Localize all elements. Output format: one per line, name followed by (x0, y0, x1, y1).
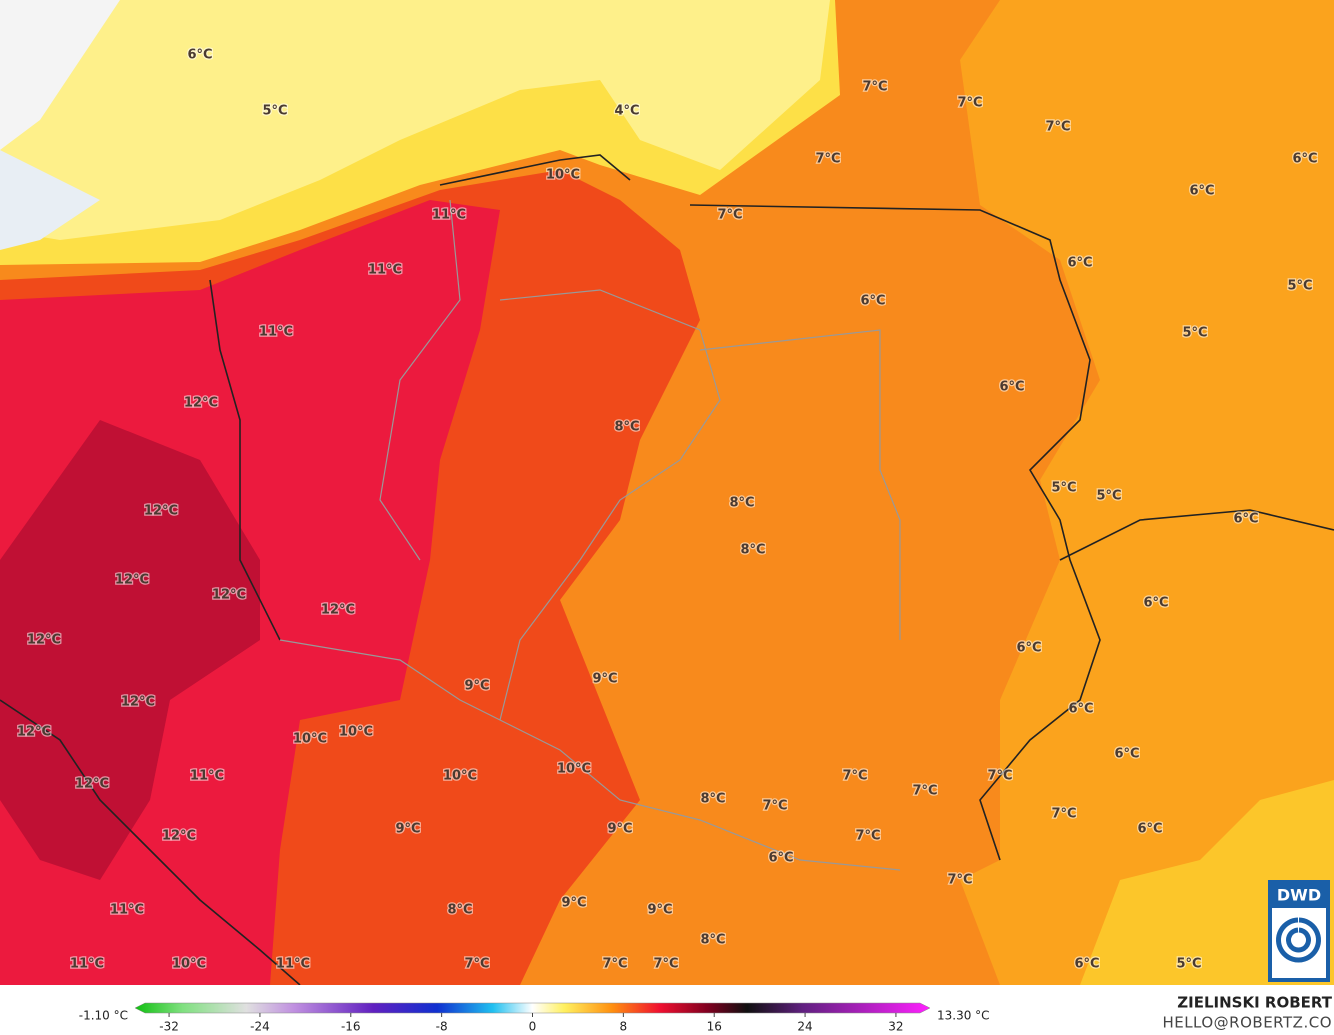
regions (279, 199, 901, 871)
temperature-label: 6°C (1068, 702, 1093, 717)
temperature-label: 12°C (27, 633, 61, 648)
temperature-label: 7°C (862, 80, 887, 95)
temperature-label: 6°C (1137, 822, 1162, 837)
colorbar-min: -1.10 °C (79, 1009, 128, 1023)
temperature-label: 11°C (259, 325, 293, 340)
temperature-label: 6°C (1114, 747, 1139, 762)
temperature-label: 12°C (212, 588, 246, 603)
temperature-label: 9°C (592, 672, 617, 687)
colorbar-tick-label: -8 (436, 1020, 448, 1034)
temperature-label: 8°C (447, 903, 472, 918)
temperature-label: 5°C (1176, 957, 1201, 972)
temperature-label: 9°C (561, 896, 586, 911)
colorbar-tick-label: -24 (250, 1020, 270, 1034)
temperature-label: 6°C (187, 48, 212, 63)
temperature-label: 10°C (293, 732, 327, 747)
temperature-label: 7°C (947, 873, 972, 888)
colorbar-tick-label: 32 (888, 1020, 903, 1034)
temperature-label: 5°C (262, 104, 287, 119)
temperature-label: 5°C (1287, 279, 1312, 294)
temperature-label: 8°C (729, 496, 754, 511)
colorbar-tick-label: 8 (620, 1020, 628, 1034)
temperature-label: 7°C (987, 769, 1012, 784)
temperature-label: 6°C (1016, 641, 1041, 656)
temperature-label: 11°C (432, 208, 466, 223)
temperature-label: 12°C (144, 504, 178, 519)
colorbar-tick-label: 16 (707, 1020, 722, 1034)
temperature-label: 8°C (700, 933, 725, 948)
temperature-label: 12°C (162, 829, 196, 844)
temperature-label: 10°C (339, 725, 373, 740)
temperature-label: 9°C (464, 679, 489, 694)
temperature-label: 12°C (75, 777, 109, 792)
temperature-label: 6°C (999, 380, 1024, 395)
colorbar-tick-label: -32 (159, 1020, 179, 1034)
temperature-label: 6°C (1189, 184, 1214, 199)
temperature-label: 8°C (614, 420, 639, 435)
temperature-label: 7°C (1045, 120, 1070, 135)
temperature-label: 7°C (717, 208, 742, 223)
temperature-label: 7°C (762, 799, 787, 814)
temperature-label: 7°C (1051, 807, 1076, 822)
logo-text: DWD (1277, 886, 1321, 905)
temperature-label: 11°C (70, 957, 104, 972)
temperature-label: 10°C (557, 762, 591, 777)
borders (0, 154, 1334, 986)
colorbar-max: 13.30 °C (937, 1009, 990, 1023)
temperature-label: 7°C (653, 957, 678, 972)
colorbar-ticks: -32 -24 -16 -8 0 8 16 24 32 (159, 1013, 904, 1034)
logo-swirl (1276, 917, 1321, 963)
temperature-label: 11°C (190, 769, 224, 784)
colorbar-tick-label: 0 (529, 1020, 537, 1034)
temperature-label: 7°C (464, 957, 489, 972)
temperature-label: 7°C (842, 769, 867, 784)
temperature-label: 5°C (1051, 481, 1076, 496)
colorbar-tick-label: 24 (797, 1020, 812, 1034)
temperature-label: 9°C (607, 822, 632, 837)
colorbar-tick-label: -16 (341, 1020, 361, 1034)
temperature-label: 9°C (647, 903, 672, 918)
temperature-label: 12°C (121, 695, 155, 710)
temperature-field (0, 0, 1334, 985)
temperature-label: 10°C (546, 168, 580, 183)
temperature-label: 8°C (740, 543, 765, 558)
temperature-label: 6°C (1074, 957, 1099, 972)
temperature-label: 11°C (368, 263, 402, 278)
temperature-label: 12°C (184, 396, 218, 411)
temperature-label: 4°C (614, 104, 639, 119)
temperature-label: 7°C (815, 152, 840, 167)
temperature-label: 10°C (443, 769, 477, 784)
temperature-label: 11°C (276, 957, 310, 972)
temperature-label: 7°C (855, 829, 880, 844)
temperature-label: 7°C (957, 96, 982, 111)
temperature-label: 9°C (395, 822, 420, 837)
temperature-label: 6°C (1143, 596, 1168, 611)
credit-author: ZIELINSKI ROBERT (1177, 994, 1332, 1012)
colorbar (134, 1002, 931, 1014)
temperature-label: 5°C (1096, 489, 1121, 504)
temperature-label: 6°C (1067, 256, 1092, 271)
temperature-label: 11°C (110, 903, 144, 918)
temperature-label: 12°C (17, 725, 51, 740)
temperature-label: 7°C (912, 784, 937, 799)
logo: DWD (1268, 880, 1330, 982)
temperature-label: 6°C (768, 851, 793, 866)
temperature-label: 6°C (1233, 512, 1258, 527)
temperature-label: 8°C (700, 792, 725, 807)
credit-contact: HELLO@ROBERTZ.CO (1162, 1014, 1332, 1032)
temperature-label: 7°C (602, 957, 627, 972)
temperature-label: 12°C (321, 603, 355, 618)
temperature-label: 6°C (1292, 152, 1317, 167)
temperature-label: 12°C (115, 573, 149, 588)
temperature-label: 5°C (1182, 326, 1207, 341)
temperature-label: 10°C (172, 957, 206, 972)
temperature-label: 6°C (860, 294, 885, 309)
temperature-labels: 6°C 5°C 4°C 7°C 7°C 7°C 7°C 6°C 10°C 11°C 7°C 6°C 11… (16, 46, 1319, 973)
